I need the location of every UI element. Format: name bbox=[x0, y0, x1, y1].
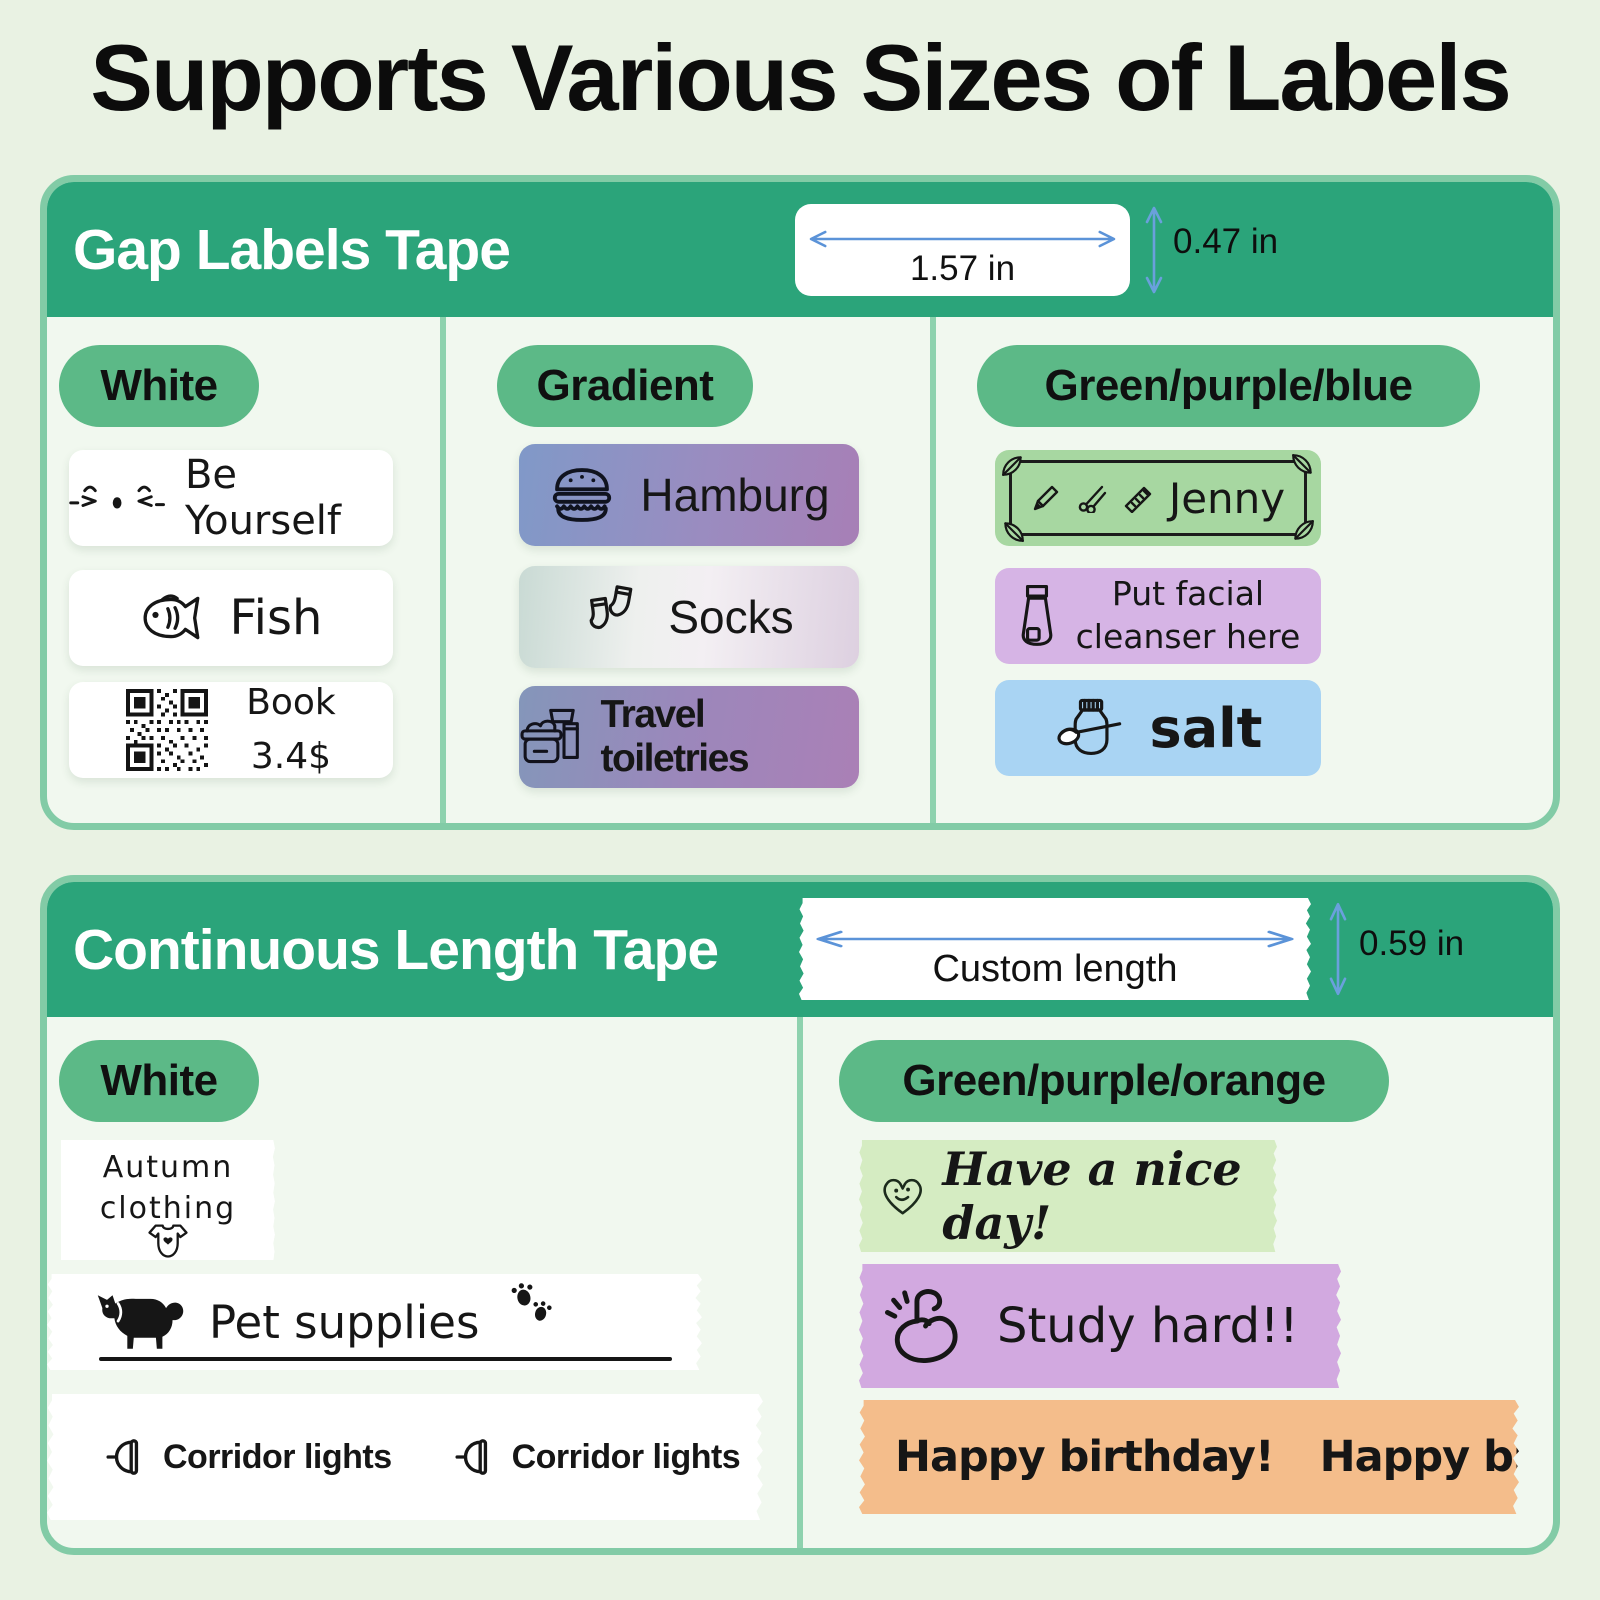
gap-width-value: 1.57 in bbox=[909, 249, 1016, 288]
label-text-line2: cleanser here bbox=[1075, 617, 1301, 656]
label-text: Happy birthday! bbox=[1319, 1432, 1560, 1482]
book-title: Book bbox=[246, 682, 336, 723]
label-jenny: Jenny bbox=[995, 450, 1321, 546]
label-text-block: Autumn clothing bbox=[100, 1148, 236, 1229]
label-text: Corridor lights bbox=[511, 1437, 741, 1476]
gap-labels-panel: Gap Labels Tape 1.57 in 0.47 in White bbox=[40, 175, 1560, 830]
gap-heading-green-purple-blue: Green/purple/blue bbox=[977, 345, 1480, 427]
label-text: Corridor lights bbox=[163, 1437, 392, 1476]
height-arrow-icon bbox=[1145, 206, 1163, 294]
wall-lamp-icon bbox=[455, 1439, 487, 1475]
continuous-heading-green-purple-orange: Green/purple/orange bbox=[839, 1040, 1389, 1122]
height-arrow-icon bbox=[1329, 902, 1347, 996]
label-fish: Fish bbox=[69, 570, 393, 666]
corridor-lights-group: Corridor lights bbox=[105, 1436, 392, 1478]
label-salt: salt bbox=[995, 680, 1321, 776]
corner-leaf-icon bbox=[1002, 456, 1022, 476]
width-arrow-icon bbox=[816, 930, 1294, 948]
continuous-panel-title: Continuous Length Tape bbox=[73, 917, 719, 982]
label-text: Have a nice day! bbox=[942, 1142, 1242, 1250]
gap-height-value: 0.47 in bbox=[1173, 222, 1279, 261]
heart-smiley-icon bbox=[883, 1178, 922, 1215]
ruler-icon bbox=[1124, 486, 1152, 513]
column-divider bbox=[440, 317, 446, 823]
label-text: Be Yourself bbox=[184, 452, 342, 544]
column-divider bbox=[797, 1017, 803, 1548]
scissors-icon bbox=[1078, 485, 1107, 513]
width-arrow-icon bbox=[809, 230, 1116, 248]
label-text: Socks bbox=[668, 591, 794, 643]
toiletries-icon bbox=[520, 708, 579, 764]
baby-onesie-icon bbox=[148, 1224, 188, 1258]
label-text: Hamburg bbox=[640, 469, 830, 521]
salt-jar-icon bbox=[1056, 698, 1121, 755]
label-corridor-lights: Corridor lights Corridor lights bbox=[47, 1394, 763, 1520]
label-text: Travel toiletries bbox=[600, 693, 749, 780]
label-text: Pet supplies bbox=[209, 1295, 480, 1349]
label-pet-supplies: Pet supplies bbox=[47, 1274, 702, 1370]
label-book-price: Book 3.4$ bbox=[69, 682, 393, 778]
continuous-panel-header: Continuous Length Tape Custom length 0.5… bbox=[47, 882, 1553, 1017]
gap-panel-header: Gap Labels Tape 1.57 in 0.47 in bbox=[47, 182, 1553, 317]
dog-icon bbox=[97, 1295, 184, 1349]
label-autumn-clothing: Autumn clothing bbox=[61, 1140, 275, 1260]
corner-leaf-icon bbox=[1292, 454, 1312, 474]
label-text-line1: Put facial bbox=[1111, 574, 1265, 614]
hamburger-icon bbox=[553, 468, 612, 522]
label-have-a-nice-day: Have a nice day! bbox=[859, 1140, 1277, 1252]
label-hamburg: Hamburg bbox=[519, 444, 859, 546]
pencil-icon bbox=[1033, 485, 1059, 511]
cat-kaomoji-icon bbox=[69, 485, 165, 509]
wall-lamp-icon bbox=[106, 1439, 139, 1475]
gap-size-sample: 1.57 in bbox=[795, 204, 1130, 296]
label-text: salt bbox=[1149, 696, 1263, 760]
label-be-yourself: Be Yourself bbox=[69, 450, 393, 546]
label-text: Jenny bbox=[1168, 473, 1286, 523]
fish-icon bbox=[143, 594, 199, 640]
continuous-width-value: Custom length bbox=[932, 948, 1178, 990]
gap-heading-gradient: Gradient bbox=[497, 345, 753, 427]
label-text: Happy birthday! bbox=[895, 1432, 1275, 1482]
gap-panel-title: Gap Labels Tape bbox=[73, 217, 511, 282]
paw-prints-icon bbox=[512, 1283, 553, 1321]
label-text-block: Book 3.4$ bbox=[246, 676, 336, 784]
qr-code-icon bbox=[126, 689, 209, 771]
corridor-lights-group: Corridor lights bbox=[454, 1436, 741, 1478]
bicep-icon bbox=[885, 1289, 958, 1363]
decorative-frame: Jenny bbox=[1009, 460, 1307, 536]
gap-heading-white: White bbox=[59, 345, 259, 427]
book-price: 3.4$ bbox=[250, 736, 332, 777]
corner-leaf-icon bbox=[1294, 520, 1314, 540]
label-text: Fish bbox=[229, 590, 323, 646]
continuous-tape-panel: Continuous Length Tape Custom length 0.5… bbox=[40, 875, 1560, 1555]
socks-icon bbox=[589, 585, 633, 630]
label-text-line1: Autumn bbox=[102, 1150, 234, 1185]
cleanser-tube-icon bbox=[1021, 585, 1052, 646]
label-text-line2: clothing bbox=[99, 1190, 237, 1226]
label-travel-toiletries: Travel toiletries bbox=[519, 686, 859, 788]
label-facial-cleanser: Put facial cleanser here bbox=[995, 568, 1321, 664]
continuous-size-sample: Custom length bbox=[799, 898, 1311, 1000]
continuous-height-value: 0.59 in bbox=[1359, 924, 1465, 963]
label-happy-birthday: Happy birthday! Happy birthday! bbox=[859, 1400, 1519, 1514]
underline-rule bbox=[99, 1357, 672, 1361]
continuous-heading-white: White bbox=[59, 1040, 259, 1122]
column-divider bbox=[930, 317, 936, 823]
page-title: Supports Various Sizes of Labels bbox=[90, 25, 1511, 130]
label-text: Study hard!! bbox=[997, 1298, 1299, 1354]
label-socks: Socks bbox=[519, 566, 859, 668]
label-study-hard: Study hard!! bbox=[859, 1264, 1341, 1388]
label-text-block: Put facial cleanser here bbox=[1076, 573, 1301, 659]
corner-leaf-icon bbox=[1004, 522, 1024, 542]
